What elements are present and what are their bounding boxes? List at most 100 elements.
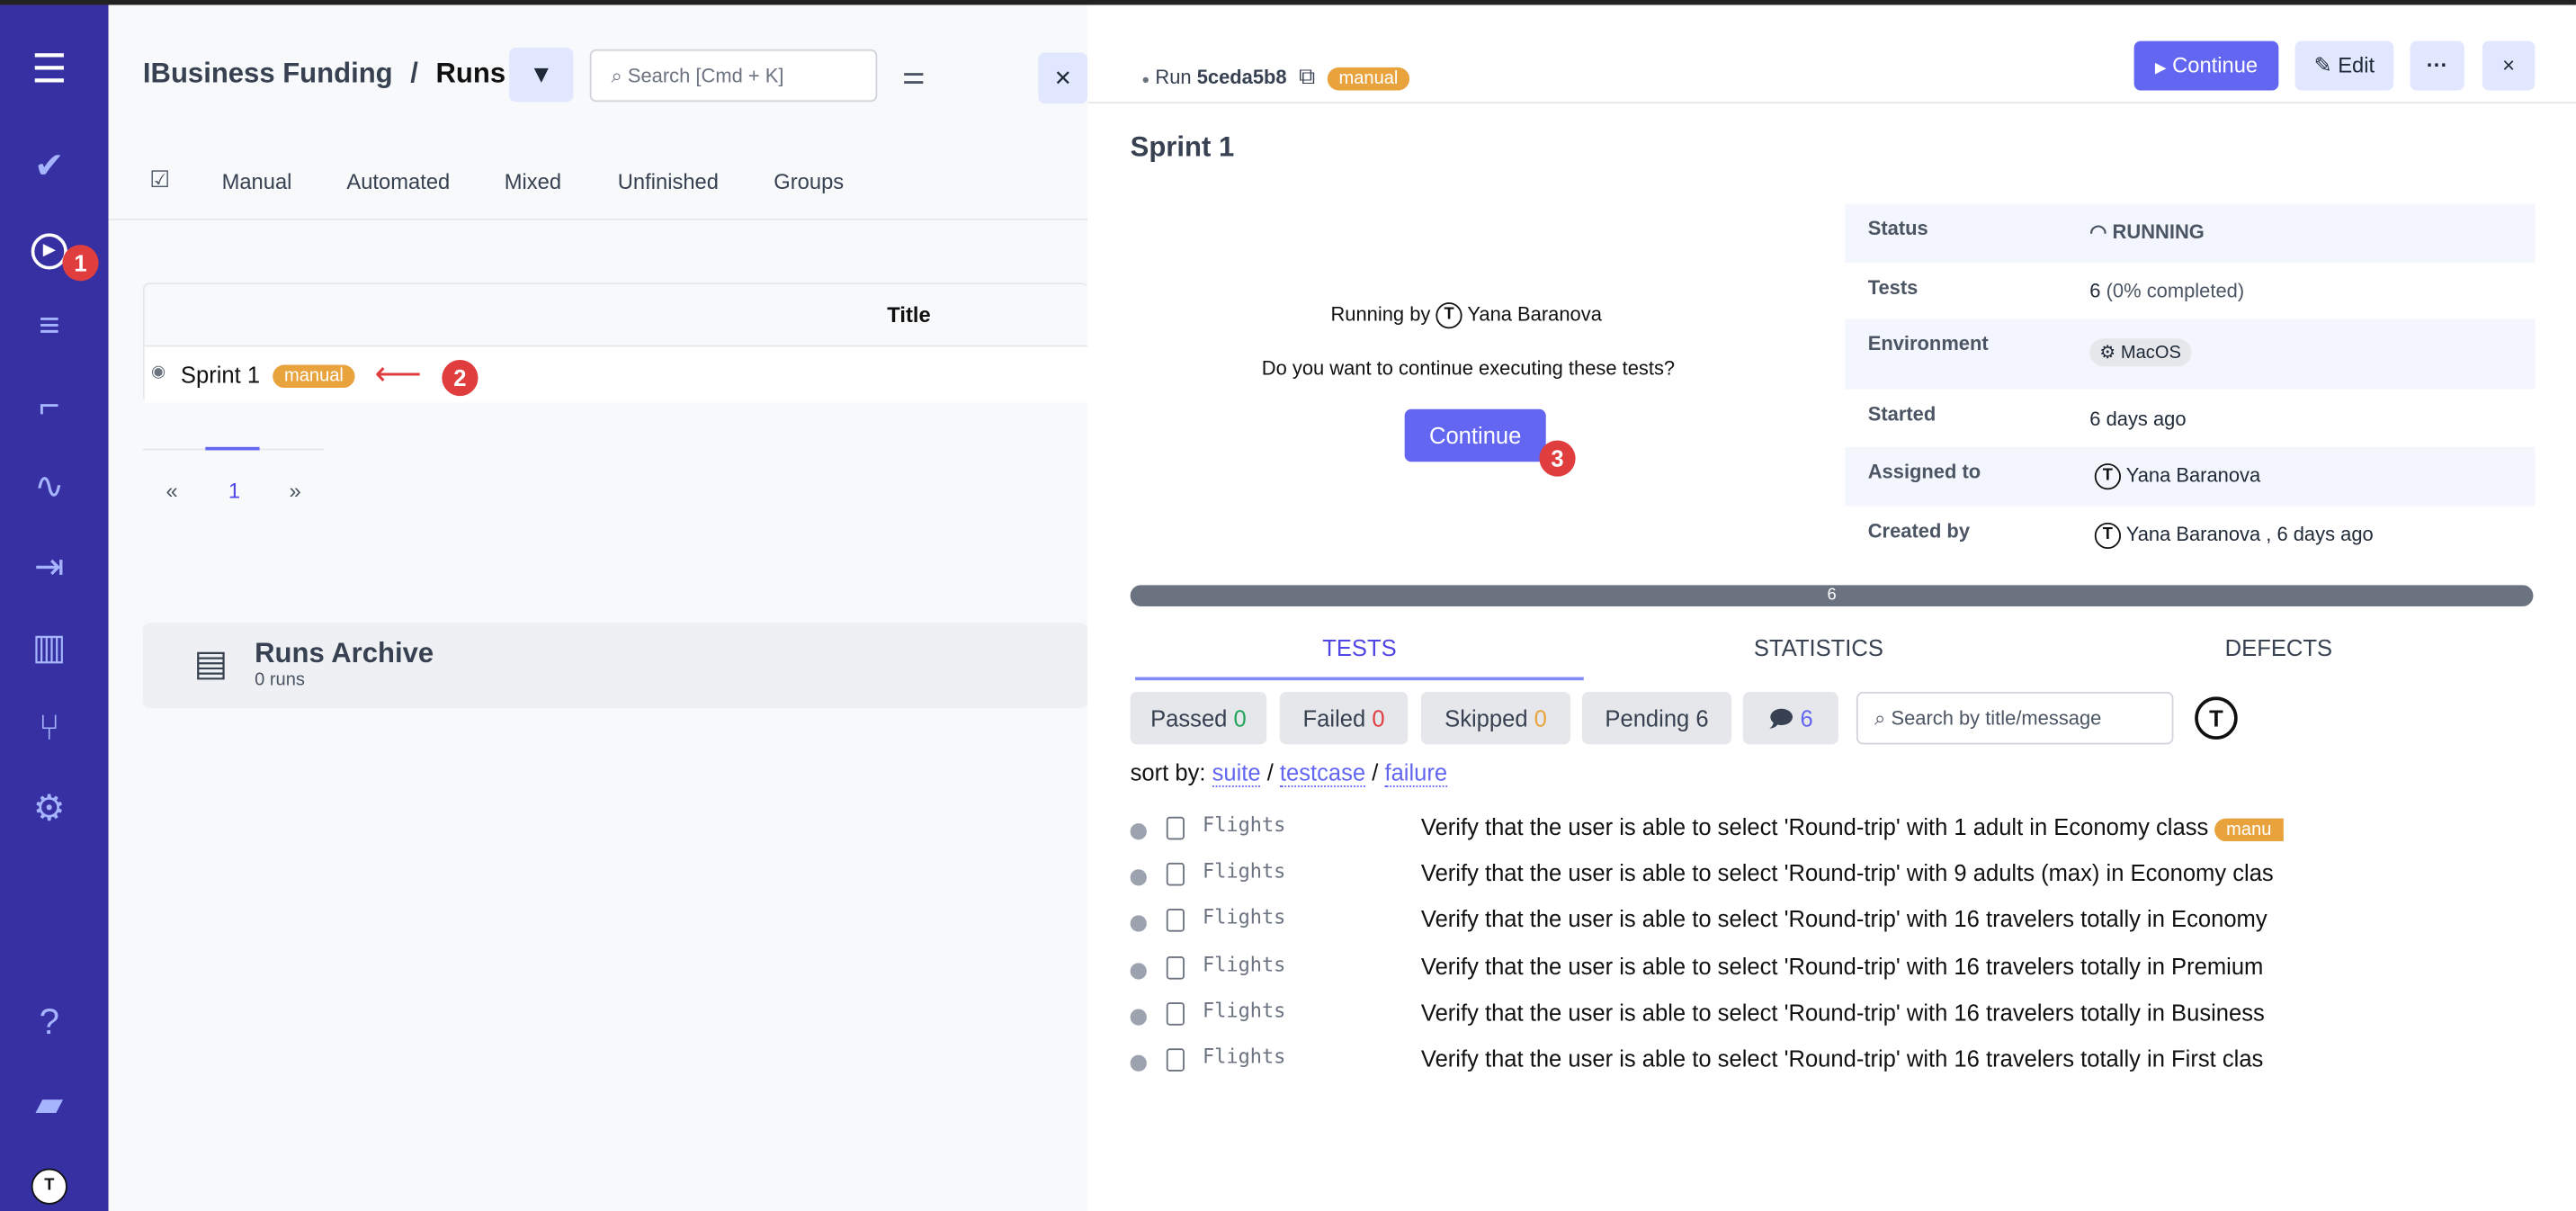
running-by-user: Yana Baranova	[1467, 302, 1602, 326]
gear-icon: ⚙	[2099, 343, 2116, 363]
test-title-text: Verify that the user is able to select '…	[1420, 999, 2265, 1026]
sort-testcase-link[interactable]: testcase	[1279, 758, 1366, 787]
test-row[interactable]: Flights Verify that the user is able to s…	[1130, 952, 2297, 989]
tab-statistics[interactable]: STATISTICS	[1753, 634, 1883, 661]
tab-tests[interactable]: TESTS	[1135, 634, 1584, 681]
test-suite: Flights	[1202, 813, 1286, 837]
run-detail-pane: ● Run 5ceda5b8 ⧉ manual ▶ Continue ✎ Edi…	[1087, 4, 2576, 1211]
test-row[interactable]: Flights Verify that the user is able to s…	[1130, 999, 2297, 1035]
passed-filter[interactable]: Passed 0	[1130, 691, 1267, 745]
sort-suite-link[interactable]: suite	[1212, 758, 1261, 787]
test-title[interactable]: Verify that the user is able to select '…	[1421, 813, 2295, 842]
progress-bar: 6	[1130, 585, 2534, 606]
test-title[interactable]: Verify that the user is able to select '…	[1421, 1045, 2295, 1072]
breadcrumb-separator: /	[410, 57, 418, 89]
runs-table: Title ◉ Sprint 1 manual ⟵ 2	[142, 283, 1089, 403]
table-row[interactable]: ◉ Sprint 1 manual ⟵ 2	[144, 345, 1089, 403]
folder-icon[interactable]: ▰	[35, 1082, 64, 1125]
pagination-prev[interactable]: «	[165, 478, 178, 503]
running-by: Running by T Yana Baranova	[1330, 302, 1602, 329]
pencil-icon: ✎	[2313, 52, 2332, 77]
divider	[1087, 102, 2576, 104]
copy-icon[interactable]: ⧉	[1299, 62, 1316, 89]
import-icon[interactable]: ⇥	[33, 545, 65, 588]
run-title[interactable]: Sprint 1	[180, 361, 261, 389]
search-input[interactable]: ⌕ Search [Cmd + K]	[589, 49, 878, 103]
failed-filter[interactable]: Failed 0	[1279, 691, 1409, 745]
continue-label: Continue	[2172, 52, 2258, 77]
sort-by: sort by: suite / testcase / failure	[1130, 758, 1448, 787]
created-value: T Yana Baranova , 6 days ago	[2094, 522, 2374, 550]
assigned-user: Yana Baranova	[2125, 463, 2261, 487]
started-value: 6 days ago	[2089, 407, 2187, 431]
more-button[interactable]: ···	[2410, 40, 2464, 91]
test-row[interactable]: Flights Verify that the user is able to s…	[1130, 859, 2297, 896]
sort-label: sort by:	[1130, 758, 1206, 786]
status-value: ◠ RUNNING	[2089, 220, 2205, 244]
test-suite: Flights	[1202, 859, 1286, 884]
close-button[interactable]: ×	[2482, 40, 2536, 91]
runs-pane: IBusiness Funding / Runs ▼ ⌕ Search [Cmd…	[108, 4, 1089, 1211]
notes-filter[interactable]: 🗩 6	[1742, 691, 1838, 745]
continue-header-button[interactable]: ▶ Continue	[2133, 40, 2279, 91]
step-marker-3: 3	[1539, 440, 1576, 477]
tab-unfinished[interactable]: Unfinished	[617, 169, 719, 194]
clipboard-list-icon	[1166, 955, 1185, 979]
help-icon[interactable]: ?	[39, 1000, 59, 1043]
clipboard-list-icon	[1166, 863, 1185, 886]
edit-button[interactable]: ✎ Edit	[2294, 40, 2394, 91]
failed-count: 0	[1372, 704, 1385, 731]
environment-chip: ⚙ MacOS	[2089, 338, 2191, 367]
assigned-label: Assigned to	[1867, 460, 1981, 483]
settings-sliders-icon[interactable]: ⚌	[901, 62, 926, 91]
branch-icon[interactable]: ⑂	[38, 706, 60, 749]
tab-defects[interactable]: DEFECTS	[2224, 634, 2333, 661]
test-row[interactable]: Flights Verify that the user is able to s…	[1130, 906, 2297, 942]
tab-mixed[interactable]: Mixed	[504, 169, 562, 194]
continue-button[interactable]: Continue	[1404, 408, 1546, 462]
gear-icon[interactable]: ⚙	[32, 786, 66, 829]
check-icon[interactable]: ✔	[33, 144, 65, 186]
tab-automated[interactable]: Automated	[346, 169, 451, 194]
test-suite: Flights	[1202, 999, 1286, 1022]
test-row[interactable]: Flights Verify that the user is able to s…	[1130, 1045, 2297, 1081]
test-suite: Flights	[1202, 1045, 1286, 1069]
search-icon: ⌕	[1874, 706, 1886, 730]
select-checkbox-icon[interactable]: ☑	[149, 166, 171, 193]
tab-groups[interactable]: Groups	[774, 169, 845, 194]
clipboard-list-icon	[1166, 909, 1185, 933]
test-search-placeholder: Search by title/message	[1891, 706, 2102, 730]
avatar: T	[2094, 463, 2122, 490]
test-title-text: Verify that the user is able to select '…	[1420, 952, 2264, 979]
test-title[interactable]: Verify that the user is able to select '…	[1421, 953, 2295, 979]
test-suite: Flights	[1202, 952, 1286, 976]
run-info-table: Status ◠ RUNNING Tests 6 (0% completed) En…	[1845, 203, 2536, 553]
archive-icon: ▤	[193, 642, 228, 684]
test-title[interactable]: Verify that the user is able to select '…	[1421, 999, 2295, 1025]
collapse-close-button[interactable]: ✕	[1038, 52, 1088, 104]
list-check-icon[interactable]: ≡	[39, 303, 60, 345]
filter-button[interactable]: ▼	[509, 47, 574, 103]
pagination-next[interactable]: »	[289, 478, 301, 503]
pending-filter[interactable]: Pending 6	[1581, 691, 1732, 745]
status-dot-icon	[1130, 823, 1147, 840]
test-title[interactable]: Verify that the user is able to select '…	[1421, 860, 2295, 886]
status-text: RUNNING	[2112, 220, 2205, 244]
avatar[interactable]: T	[28, 1163, 70, 1206]
project-name[interactable]: IBusiness Funding	[142, 57, 393, 89]
chart-icon[interactable]: ▥	[31, 625, 67, 668]
steps-icon[interactable]: ⌐	[39, 384, 60, 426]
pulse-icon[interactable]: ∿	[33, 464, 65, 507]
test-row[interactable]: Flights Verify that the user is able to s…	[1130, 813, 2297, 849]
tab-manual[interactable]: Manual	[221, 169, 292, 194]
test-search-input[interactable]: ⌕ Search by title/message	[1856, 691, 2174, 745]
search-placeholder: Search [Cmd + K]	[627, 64, 784, 87]
menu-icon[interactable]: ☰	[31, 47, 67, 93]
runs-archive[interactable]: ▤ Runs Archive 0 runs	[142, 623, 1088, 709]
sort-failure-link[interactable]: failure	[1384, 758, 1448, 787]
skipped-filter[interactable]: Skipped 0	[1420, 691, 1571, 745]
pagination-page-1[interactable]: 1	[228, 478, 241, 503]
manual-badge: manu	[2214, 818, 2284, 842]
user-filter-avatar[interactable]: T	[2195, 696, 2238, 740]
test-title[interactable]: Verify that the user is able to select '…	[1421, 906, 2295, 932]
